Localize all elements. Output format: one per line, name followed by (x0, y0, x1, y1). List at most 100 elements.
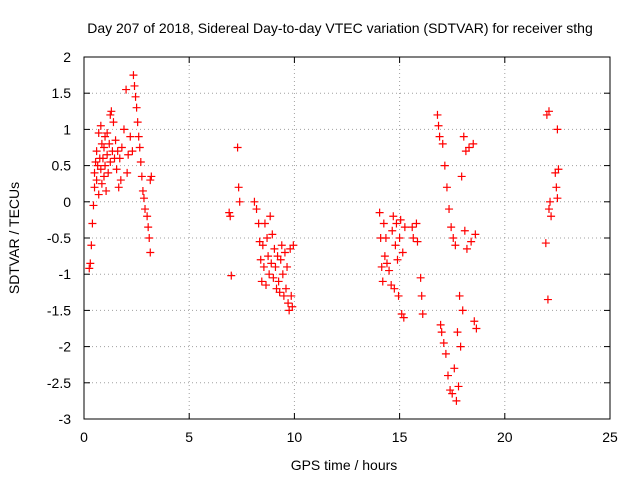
data-point (448, 389, 457, 398)
data-point (264, 252, 273, 261)
data-point (126, 132, 135, 141)
data-point (257, 277, 266, 286)
data-point (147, 172, 156, 181)
x-tick-label: 15 (392, 429, 408, 445)
data-point (375, 208, 384, 217)
data-point (288, 302, 297, 311)
data-point (394, 291, 403, 300)
y-tick-label: 1 (63, 121, 71, 137)
x-tick-label: 5 (185, 429, 193, 445)
data-point (284, 299, 293, 308)
data-point (543, 295, 552, 304)
data-point (260, 219, 269, 228)
data-point (267, 259, 276, 268)
data-point (471, 230, 480, 239)
data-point (86, 259, 95, 268)
data-point (233, 143, 242, 152)
data-point (115, 154, 124, 163)
data-point (416, 273, 425, 282)
x-tick-label: 10 (287, 429, 303, 445)
data-point (408, 223, 417, 232)
data-point (283, 262, 292, 271)
data-point (109, 118, 118, 127)
data-point (380, 252, 389, 261)
data-point (130, 81, 139, 90)
data-point (143, 212, 152, 221)
data-point (435, 132, 444, 141)
data-point (103, 129, 112, 138)
data-point (442, 183, 451, 192)
data-point (102, 186, 111, 195)
data-point (106, 110, 115, 119)
data-point (443, 371, 452, 380)
data-point (390, 284, 399, 293)
data-point (99, 143, 108, 152)
data-point (235, 197, 244, 206)
data-point (131, 92, 140, 101)
data-point (436, 320, 445, 329)
data-point (268, 230, 277, 239)
chart-title: Day 207 of 2018, Sidereal Day-to-day VTE… (87, 20, 593, 36)
data-point (146, 176, 155, 185)
data-point (85, 264, 94, 273)
data-point (265, 270, 274, 279)
axis-ticks: 0 5 10 15 20 25 2 1.5 1 0.5 0 -0.5 -1 -1.5 -2 -2.5 -3 (47, 49, 618, 445)
y-tick-label: 1.5 (52, 85, 72, 101)
data-point (465, 143, 474, 152)
data-point (440, 161, 449, 170)
data-point (132, 103, 141, 112)
data-point (452, 396, 461, 405)
data-point (280, 248, 289, 257)
data-point (546, 197, 555, 206)
data-point (278, 270, 287, 279)
data-point (90, 183, 99, 192)
data-point (377, 262, 386, 271)
data-point (90, 168, 99, 177)
data-point (97, 179, 106, 188)
data-point (139, 194, 148, 203)
data-point (96, 121, 105, 130)
data-point (541, 239, 550, 248)
data-point (544, 107, 553, 116)
data-point (270, 244, 279, 253)
data-point (128, 147, 137, 156)
data-point (146, 248, 155, 257)
data-point (392, 219, 401, 228)
data-point (400, 223, 409, 232)
data-point (105, 139, 114, 148)
y-tick-label: 0.5 (52, 158, 72, 174)
data-point (456, 342, 465, 351)
data-point (94, 190, 103, 199)
data-points (85, 71, 563, 405)
data-point (104, 168, 113, 177)
data-point (413, 237, 422, 246)
data-point (472, 324, 481, 333)
data-point (287, 291, 296, 300)
data-point (87, 241, 96, 250)
y-tick-label: -3 (59, 411, 72, 427)
data-point (437, 328, 446, 337)
data-point (227, 271, 236, 280)
x-axis-label: GPS time / hours (291, 457, 398, 473)
data-point (250, 197, 259, 206)
data-point (145, 234, 154, 242)
data-point (138, 186, 147, 195)
data-point (225, 208, 234, 217)
data-point (123, 168, 132, 177)
data-point (274, 277, 283, 286)
data-point (391, 241, 400, 250)
data-point (259, 262, 268, 271)
y-axis-label: SDTVAR / TECUs (6, 182, 22, 294)
data-point (552, 183, 561, 192)
y-tick-label: -1.5 (47, 302, 71, 318)
data-point (271, 262, 280, 271)
data-point (451, 241, 460, 250)
data-point (381, 234, 390, 242)
data-point (119, 125, 128, 134)
data-point (99, 172, 108, 181)
data-point (114, 183, 123, 192)
data-point (438, 139, 447, 148)
data-point (89, 201, 98, 210)
data-point (434, 121, 443, 130)
